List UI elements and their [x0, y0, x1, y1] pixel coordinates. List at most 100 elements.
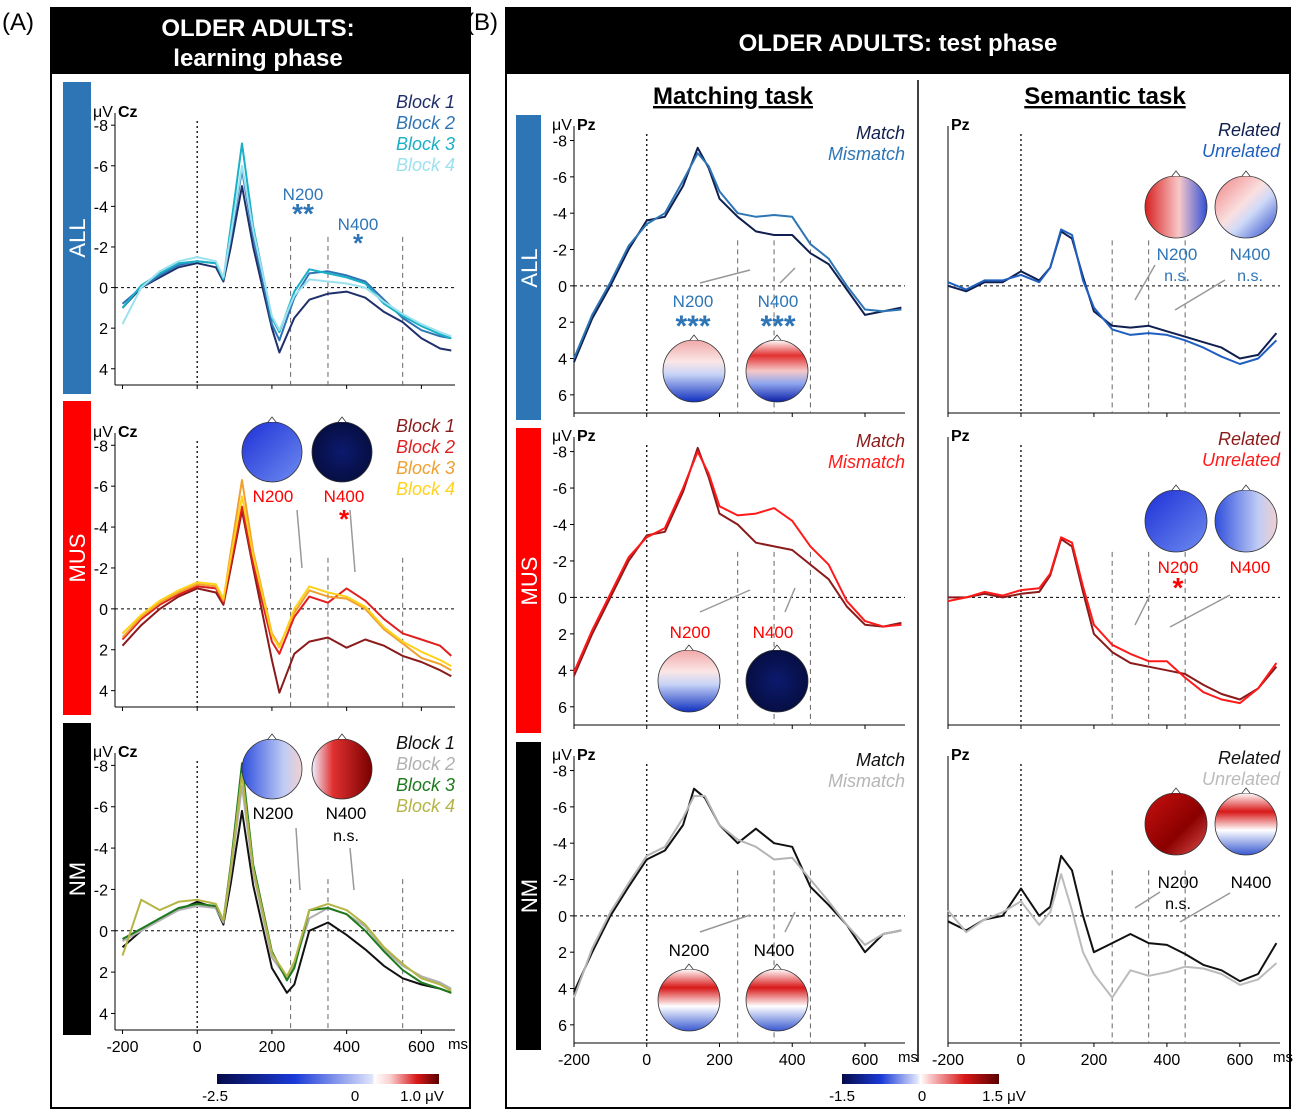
legend-entry: Block 4: [396, 479, 455, 499]
component-annotation: N400: [324, 487, 365, 506]
topomaps: [241, 170, 1278, 1032]
semantic-task-heading: Semantic task: [1024, 83, 1186, 110]
y-tick-label: 6: [558, 388, 567, 405]
y-tick-label: 2: [99, 965, 108, 982]
component-annotation: N200: [669, 941, 710, 960]
y-axis-unit: μV: [93, 424, 113, 441]
y-tick-label: 4: [99, 362, 108, 379]
colorbar-a: [217, 1074, 439, 1084]
legend-entry: Block 4: [396, 796, 455, 816]
annotation-pointer: [1134, 891, 1161, 909]
panel-b-header: [506, 8, 1290, 74]
topo-all-sem-n200: [1144, 170, 1208, 239]
series-line-mismatch: [573, 450, 902, 673]
annotation-pointer: [1174, 279, 1226, 311]
y-tick-label: -6: [553, 481, 567, 498]
y-tick-label: 4: [99, 1006, 108, 1023]
topo-all-sem-n400: [1214, 170, 1278, 239]
y-tick-label: 4: [558, 352, 567, 369]
series-line-block-1: [121, 185, 452, 354]
legend-entry: Related: [1218, 429, 1281, 449]
legend-entry: Unrelated: [1202, 769, 1281, 789]
legend-entry: Mismatch: [828, 144, 905, 164]
y-axis-unit: μV: [93, 104, 113, 121]
y-tick-label: 0: [558, 909, 567, 926]
y-tick-label: -2: [553, 873, 567, 890]
series-line-unrelated: [947, 228, 1278, 365]
series-line-block-4: [121, 495, 452, 667]
y-tick-label: -8: [553, 764, 567, 781]
y-tick-label: 0: [558, 279, 567, 296]
x-tick-label: 400: [333, 1039, 360, 1056]
y-tick-label: 2: [558, 945, 567, 962]
y-tick-label: -8: [553, 445, 567, 462]
y-tick-label: 2: [558, 627, 567, 644]
x-axis-label: ms: [448, 1036, 468, 1053]
annotation-pointer: [784, 911, 796, 933]
component-annotation: *: [1173, 572, 1184, 603]
y-tick-label: -6: [94, 800, 108, 817]
channel-label: Cz: [118, 424, 138, 441]
group-label-mus-a: MUS: [65, 534, 90, 583]
x-tick-label: 200: [1081, 1052, 1108, 1069]
y-tick-label: -6: [553, 170, 567, 187]
panel-a-title-line1: OLDER ADULTS:: [161, 15, 354, 42]
component-annotation: N200: [670, 623, 711, 642]
y-tick-label: 4: [99, 684, 108, 701]
component-annotation: n.s.: [1237, 268, 1263, 285]
component-annotation: N200: [673, 292, 714, 311]
component-annotation: n.s.: [1164, 268, 1190, 285]
channel-label: Pz: [951, 747, 970, 764]
legend-entry: Match: [856, 750, 905, 770]
channel-label: Pz: [951, 117, 970, 134]
legend-entry: Block 2: [396, 437, 455, 457]
panel-b-title: OLDER ADULTS: test phase: [739, 30, 1058, 57]
group-label-mus-b: MUS: [517, 557, 542, 606]
annotation-pointer: [296, 509, 303, 569]
annotation-pointer: [699, 589, 751, 613]
group-bar-all-a: [63, 82, 91, 394]
legend-entry: Block 3: [396, 458, 455, 478]
legend-entry: Related: [1218, 748, 1281, 768]
y-tick-label: -6: [553, 800, 567, 817]
series-line-unrelated: [947, 536, 1278, 705]
group-bar-nm-b: [516, 742, 541, 1050]
group-bar-mus-a: [63, 401, 91, 715]
annotation-pointer: [1134, 594, 1151, 626]
x-tick-label: 200: [706, 1052, 733, 1069]
x-axis-label: ms: [1273, 1049, 1293, 1066]
topo-nm-match-n400: [745, 963, 809, 1032]
component-annotation: *: [339, 504, 350, 534]
annotation-pointer: [1179, 892, 1231, 923]
topo-nm-match-n200: [657, 963, 721, 1032]
topo-all-match-n200: [662, 334, 726, 403]
x-tick-label: -200: [558, 1052, 590, 1069]
component-annotation: N400: [758, 292, 799, 311]
component-annotation: N200: [1158, 873, 1199, 892]
topo-mus-a-n400: [311, 416, 373, 483]
y-tick-label: -4: [94, 841, 108, 858]
matching-task-heading: Matching task: [653, 83, 814, 110]
y-tick-label: -6: [94, 159, 108, 176]
annotation-pointer: [295, 827, 301, 891]
legend-entry: Block 2: [396, 113, 455, 133]
y-tick-label: 4: [558, 663, 567, 680]
topo-mus-a-n200: [241, 416, 303, 483]
y-tick-label: 4: [558, 982, 567, 999]
series-line-mismatch: [573, 152, 902, 359]
x-tick-label: 0: [1017, 1052, 1026, 1069]
x-tick-label: 400: [1154, 1052, 1181, 1069]
erp-chart-nm-matching: -8 -6 -4 -2 0 2 4 6 -200 0 200 400 600 ms μV Pz MatchMis…: [552, 747, 918, 1069]
colorbar-b-max: 1.5 μV: [982, 1088, 1026, 1105]
panel-a-header: [51, 8, 470, 74]
y-tick-label: 2: [558, 315, 567, 332]
series-line-block-4: [121, 164, 452, 338]
y-tick-label: -2: [94, 240, 108, 257]
y-tick-label: 0: [99, 602, 108, 619]
panel-b-label: (B): [466, 9, 498, 36]
